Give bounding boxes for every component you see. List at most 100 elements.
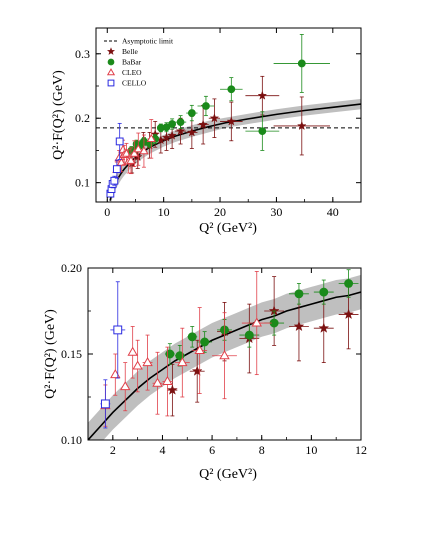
belle-marker — [226, 116, 237, 126]
cleo-marker — [129, 148, 140, 157]
belle-marker — [161, 132, 172, 142]
cello-marker — [100, 399, 110, 409]
cleo-marker — [251, 317, 262, 327]
belle-marker — [191, 365, 203, 376]
babar-data-point — [187, 326, 198, 348]
cleo-marker — [126, 155, 136, 164]
cleo-data-point — [132, 339, 143, 393]
cleo-data-point — [127, 326, 138, 379]
y-tick-label: 0.15 — [61, 347, 82, 361]
cello-data-point — [110, 281, 126, 379]
bottom-data-layer — [100, 269, 359, 429]
belle-marker — [297, 120, 307, 130]
bottom-band-layer — [88, 274, 361, 440]
chart-bottom-panel: 2 4 6 8 10 12 0.10 0.15 0.20 Q² (GeV²) Q²·F(Q²) … — [43, 261, 367, 482]
series-cello — [106, 122, 124, 198]
cello-data-point — [112, 159, 121, 179]
babar-data-point — [245, 111, 280, 151]
babar-marker — [297, 59, 306, 68]
x-tick-label: 12 — [355, 443, 367, 457]
belle-marker — [257, 90, 268, 100]
cello-marker — [110, 176, 119, 185]
babar-marker — [200, 337, 210, 347]
legend-label: BaBar — [122, 58, 142, 67]
babar-data-point — [338, 269, 359, 298]
babar-data-point — [197, 331, 213, 353]
babar-marker — [227, 85, 236, 94]
babar-data-point — [186, 104, 198, 122]
cleo-marker — [119, 381, 131, 391]
babar-marker — [165, 349, 175, 359]
cello-data-point — [115, 122, 124, 160]
babar-data-point — [162, 122, 171, 133]
y-tick-label: 0.2 — [75, 111, 90, 125]
cleo-data-point — [212, 312, 237, 400]
x-tick-label: 30 — [270, 205, 282, 219]
babar-data-point — [220, 77, 243, 102]
babar-marker — [187, 109, 196, 117]
belle-marker — [318, 322, 330, 333]
cleo-marker — [219, 350, 230, 360]
belle-data-point — [167, 363, 178, 417]
bottom-y-axis-title: Q²·F(Q²) (GeV) — [43, 309, 58, 399]
cleo-data-point — [162, 346, 173, 417]
uncertainty-band — [88, 274, 361, 440]
legend-item-cello: CELLO — [107, 79, 147, 88]
cleo-data-point — [139, 134, 149, 168]
x-tick-label: 6 — [209, 443, 215, 457]
cleo-marker — [116, 157, 127, 166]
belle-data-point — [273, 96, 330, 156]
babar-marker — [187, 332, 197, 342]
y-tick-label: 0.1 — [75, 176, 90, 190]
cleo-data-point — [119, 362, 131, 412]
babar-data-point — [313, 279, 334, 305]
belle-data-point — [197, 104, 209, 145]
cleo-data-point — [152, 351, 163, 415]
legend-swatch — [106, 68, 116, 76]
belle-marker — [167, 384, 178, 395]
legend-swatch — [107, 79, 115, 87]
cello-data-point — [110, 175, 119, 186]
babar-data-point — [239, 322, 260, 348]
series-cello — [100, 281, 126, 429]
cleo-marker — [110, 369, 121, 379]
legend-label: Asymptotic limit — [122, 37, 174, 46]
legend-label: Belle — [122, 47, 138, 56]
belle-marker — [167, 130, 177, 140]
legend-label: CELLO — [122, 79, 147, 88]
babar-marker — [168, 120, 177, 128]
cleo-data-point — [174, 327, 190, 398]
x-tick-label: 0 — [104, 205, 110, 219]
top-plot-frame — [95, 27, 362, 203]
cleo-data-point — [192, 307, 208, 394]
cleo-data-point — [129, 140, 140, 167]
belle-data-point — [220, 101, 243, 142]
babar-marker — [344, 279, 354, 288]
cello-marker — [115, 137, 124, 146]
belle-data-point — [208, 98, 221, 138]
belle-data-point — [245, 75, 280, 116]
babar-marker — [176, 118, 185, 126]
cleo-data-point — [142, 334, 153, 391]
babar-marker — [202, 102, 210, 110]
y-tick-label: 0.3 — [75, 47, 90, 61]
legend-item-babar: BaBar — [107, 58, 142, 67]
cello-marker — [113, 325, 123, 335]
legend-swatch — [106, 47, 116, 56]
x-tick-label: 40 — [327, 205, 339, 219]
series-babar — [164, 269, 359, 367]
y-tick-label: 0.20 — [61, 261, 82, 275]
cleo-marker — [132, 360, 143, 370]
belle-marker — [209, 113, 220, 123]
cleo-marker — [194, 344, 205, 355]
x-tick-label: 4 — [159, 443, 165, 457]
cleo-data-point — [133, 132, 143, 166]
babar-data-point — [289, 283, 309, 305]
cleo-marker — [127, 346, 138, 356]
cleo-marker — [177, 356, 188, 367]
top-data-layer — [106, 34, 330, 198]
cleo-data-point — [110, 353, 121, 396]
cello-marker — [112, 165, 121, 174]
babar-data-point — [164, 343, 175, 365]
